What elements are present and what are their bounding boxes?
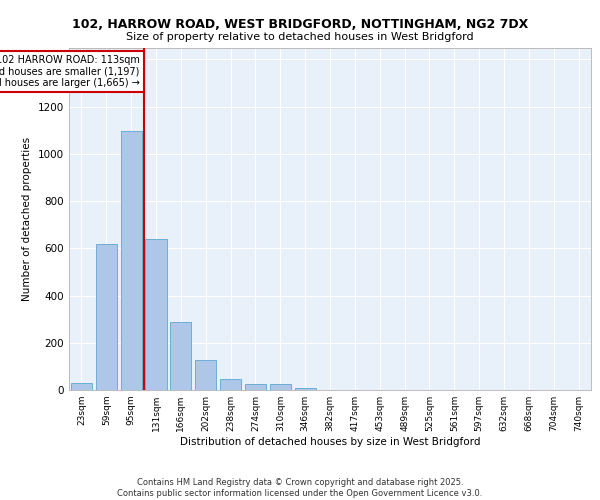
Bar — [220, 379, 241, 390]
X-axis label: Distribution of detached houses by size in West Bridgford: Distribution of detached houses by size … — [180, 437, 480, 447]
Bar — [270, 384, 291, 390]
Text: Size of property relative to detached houses in West Bridgford: Size of property relative to detached ho… — [126, 32, 474, 42]
Bar — [195, 360, 216, 390]
Bar — [295, 388, 316, 390]
Bar — [71, 383, 92, 390]
Text: Contains HM Land Registry data © Crown copyright and database right 2025.
Contai: Contains HM Land Registry data © Crown c… — [118, 478, 482, 498]
Bar — [145, 239, 167, 390]
Bar — [121, 132, 142, 390]
Text: 102 HARROW ROAD: 113sqm
← 42% of detached houses are smaller (1,197)
58% of semi: 102 HARROW ROAD: 113sqm ← 42% of detache… — [0, 54, 140, 88]
Y-axis label: Number of detached properties: Number of detached properties — [22, 136, 32, 301]
Bar — [245, 384, 266, 390]
Bar — [170, 322, 191, 390]
Text: 102, HARROW ROAD, WEST BRIDGFORD, NOTTINGHAM, NG2 7DX: 102, HARROW ROAD, WEST BRIDGFORD, NOTTIN… — [72, 18, 528, 30]
Bar — [96, 244, 117, 390]
